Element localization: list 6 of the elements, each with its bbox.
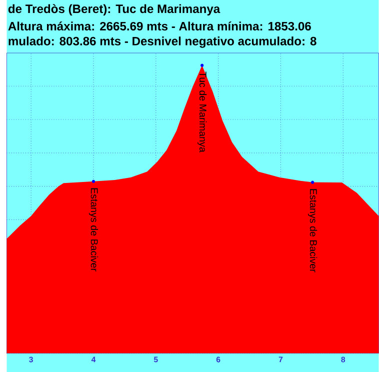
chart-subtitle: Altura máxima: 2665.69 mts - Altura mínima: 1853.06 bbox=[8, 22, 311, 31]
annotation: Tuc de Marimanya bbox=[198, 72, 207, 152]
annotation: Estanys de Baciver bbox=[308, 189, 318, 272]
text: mulado: 803.86 mts - Desnivel negativo acumulado: 8 bbox=[8, 36, 316, 48]
chart-title: de Tredòs (Beret): Tuc de Marimanya bbox=[8, 4, 220, 16]
annotation: Estanys de Baciver bbox=[88, 188, 98, 272]
